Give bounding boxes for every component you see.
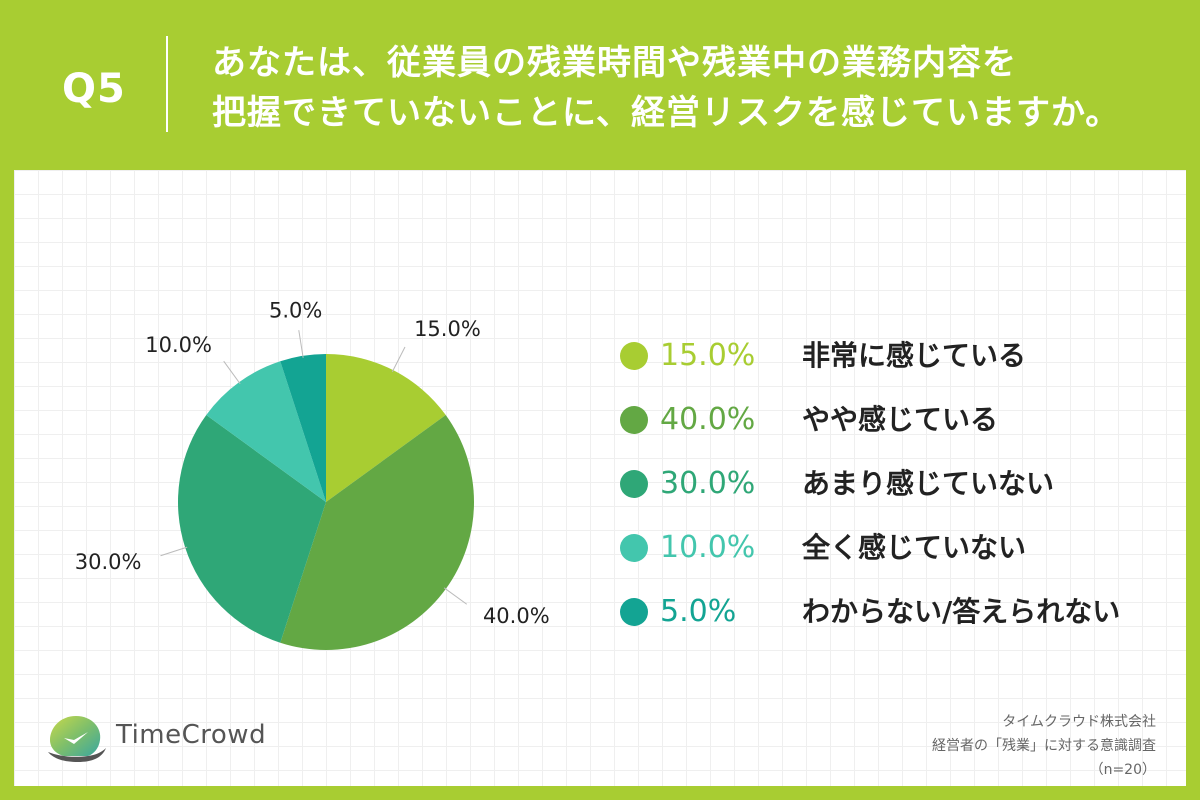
- question-title-line-1: あなたは、従業員の残業時間や残業中の業務内容を: [212, 43, 1017, 83]
- chart-panel: 15.0% 40.0% 30.0% 10.0% 5.0% 15.0% 非常に感じている 40…: [14, 170, 1186, 786]
- legend-label-2: やや感じている: [802, 403, 999, 436]
- legend-swatch-2: [620, 406, 648, 434]
- pie-slice-3: [177, 415, 326, 643]
- legend-swatch-5: [620, 598, 648, 626]
- pie-slice-5: [280, 354, 326, 502]
- legend-value-2: 40.0%: [660, 402, 756, 437]
- source-note: タイムクラウド株式会社 経営者の「残業」に対する意識調査 （n=20）: [932, 710, 1156, 782]
- source-sample-size: （n=20）: [1089, 762, 1156, 778]
- legend-label-4: 全く感じていない: [802, 531, 1027, 564]
- timecrowd-logo: TimeCrowd: [44, 712, 294, 762]
- legend-item-5: 5.0% わからない/答えられない: [620, 592, 1180, 632]
- pie-chart: 15.0% 40.0% 30.0% 10.0% 5.0%: [75, 298, 550, 651]
- legend-swatch-3: [620, 470, 648, 498]
- legend-value-1: 15.0%: [660, 338, 756, 373]
- header-divider: [166, 36, 168, 132]
- legend-value-4: 10.0%: [660, 530, 756, 565]
- legend-swatch-4: [620, 534, 648, 562]
- logo-text: TimeCrowd: [116, 720, 267, 750]
- source-company: タイムクラウド株式会社: [1002, 714, 1156, 730]
- legend-swatch-1: [620, 342, 648, 370]
- source-survey: 経営者の「残業」に対する意識調査: [932, 738, 1156, 754]
- leader-line-3: [160, 546, 188, 557]
- legend-item-3: 30.0% あまり感じていない: [620, 464, 1180, 504]
- pie-slice-4: [206, 361, 326, 502]
- legend-item-4: 10.0% 全く感じていない: [620, 528, 1180, 568]
- question-title-line-2: 把握できていないことに、経営リスクを感じていますか。: [212, 93, 1121, 133]
- legend-label-5: わからない/答えられない: [802, 595, 1121, 628]
- leader-line-5: [298, 330, 304, 358]
- slice-value-label-4: 10.0%: [145, 333, 212, 357]
- legend-item-2: 40.0% やや感じている: [620, 400, 1180, 440]
- legend-item-1: 15.0% 非常に感じている: [620, 336, 1180, 376]
- legend-value-3: 30.0%: [660, 466, 756, 501]
- pie-slice-2: [280, 415, 475, 651]
- legend-label-1: 非常に感じている: [802, 339, 1027, 372]
- question-number: Q5: [62, 66, 126, 112]
- leader-line-1: [391, 346, 406, 373]
- pie-slice-1: [326, 354, 446, 502]
- timecrowd-bird-logo-icon: [48, 716, 106, 762]
- slice-value-label-3: 30.0%: [75, 550, 142, 574]
- slice-value-label-1: 15.0%: [414, 317, 481, 341]
- question-title: あなたは、従業員の残業時間や残業中の業務内容を 把握できていないことに、経営リス…: [212, 38, 1172, 138]
- legend-value-5: 5.0%: [660, 594, 737, 629]
- legend-label-3: あまり感じていない: [802, 467, 1055, 500]
- slice-value-label-5: 5.0%: [269, 298, 322, 322]
- leader-line-2: [443, 587, 468, 605]
- header: Q5 あなたは、従業員の残業時間や残業中の業務内容を 把握できていないことに、経…: [0, 0, 1200, 170]
- leader-line-4: [223, 360, 241, 385]
- slice-value-label-2: 40.0%: [483, 604, 550, 628]
